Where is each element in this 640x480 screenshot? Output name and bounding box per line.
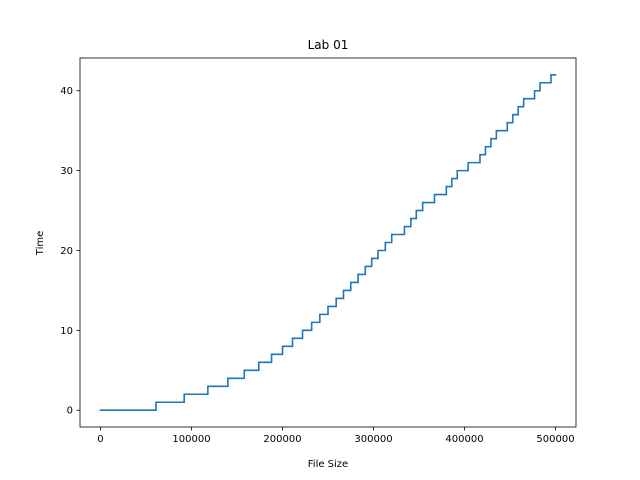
y-axis-label: Time [35,231,46,256]
x-tick-label: 400000 [445,434,483,445]
chart-title: Lab 01 [308,38,349,52]
plot-area: 0 100000 200000 300000 400000 500000 0 10 20 30 40 [60,57,577,445]
y-tick-label: 10 [60,326,73,337]
x-tick-label: 0 [97,434,103,445]
y-tick-label: 20 [60,246,73,257]
x-tick-label: 100000 [172,434,210,445]
y-tick-label: 40 [60,86,73,97]
axes-frame [79,57,577,428]
y-tick-label: 30 [60,166,73,177]
y-tick-label: 0 [67,406,73,417]
series-line-0 [99,73,557,412]
x-tick-label: 500000 [536,434,574,445]
x-tick-label: 300000 [354,434,392,445]
x-tick-label: 200000 [263,434,301,445]
x-axis-label: File Size [308,459,348,470]
